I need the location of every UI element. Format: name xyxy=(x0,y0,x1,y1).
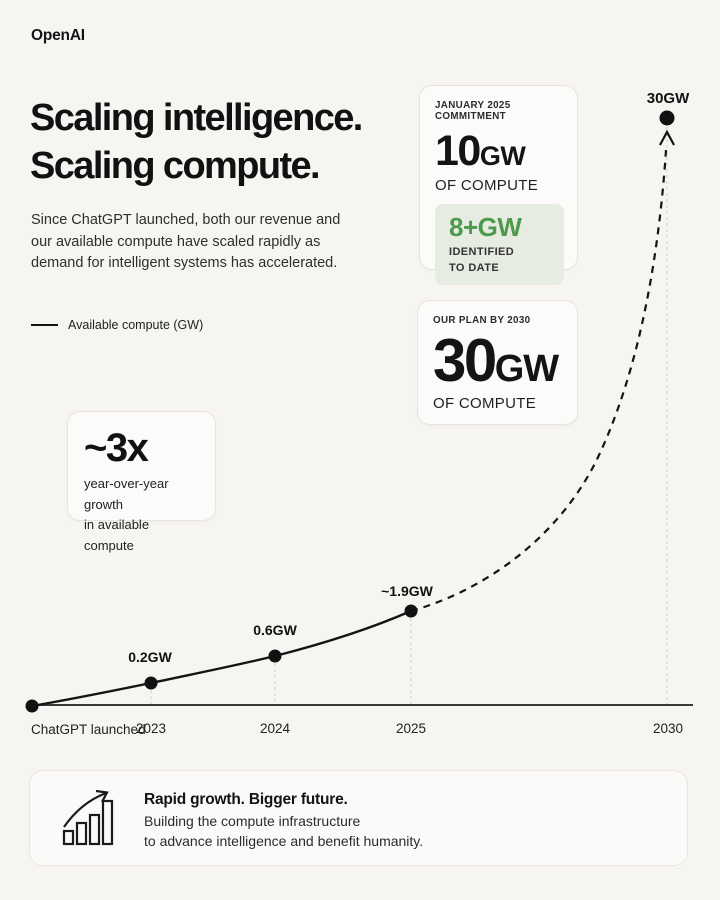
tick-2030: 2030 xyxy=(652,721,684,736)
gridlines xyxy=(150,127,668,704)
plan-value: 30 GW xyxy=(433,330,562,392)
footer-line2: to advance intelligence and benefit huma… xyxy=(144,833,424,849)
identified-caption-line2: TO DATE xyxy=(449,261,500,274)
identified-caption: IDENTIFIED TO DATE xyxy=(449,245,550,276)
tick-2024: 2024 xyxy=(259,721,291,736)
plan-caption: OF COMPUTE xyxy=(433,395,536,412)
value-label-2030: 30GW xyxy=(646,90,690,107)
actual-compute-line xyxy=(31,609,412,708)
arrowhead-icon xyxy=(659,129,675,146)
growth-caption: year-over-year growth in available compu… xyxy=(84,474,199,556)
openai-logo: OpenAI xyxy=(31,27,85,44)
tick-chatgpt-launched: ChatGPT launched xyxy=(31,722,146,737)
footer-title: Rapid growth. Bigger future. xyxy=(144,791,348,808)
commitment-number: 10 xyxy=(435,127,481,175)
data-points xyxy=(25,110,675,713)
plan-card: OUR PLAN BY 2030 30 GW OF COMPUTE xyxy=(417,300,578,425)
tick-2025: 2025 xyxy=(395,721,427,736)
value-label-2023: 0.2GW xyxy=(128,649,172,665)
growth-value: ~3x xyxy=(84,426,149,470)
commitment-eyebrow: JANUARY 2025 COMMITMENT xyxy=(435,100,511,122)
projected-compute-line xyxy=(410,149,668,613)
intro-paragraph: Since ChatGPT launched, both our revenue… xyxy=(31,212,341,271)
chart-legend: Available compute (GW) xyxy=(31,318,203,332)
bar-chart-growth-icon xyxy=(62,789,114,846)
growth-caption-line1: year-over-year growth xyxy=(84,476,169,512)
point-2023 xyxy=(144,676,158,690)
commitment-unit: GW xyxy=(479,141,526,171)
value-label-2025: ~1.9GW xyxy=(381,583,433,599)
point-2030 xyxy=(659,110,675,126)
tick-2023: 2023 xyxy=(135,721,167,736)
page-title-line2: Scaling compute. xyxy=(30,145,321,187)
point-2024 xyxy=(268,649,282,663)
growth-stat-card: ~3x year-over-year growth in available c… xyxy=(67,411,216,553)
growth-caption-line2: in available compute xyxy=(84,517,150,553)
point-chatgpt-launched xyxy=(25,699,39,713)
value-label-2024: 0.6GW xyxy=(253,622,297,638)
page-title-line1: Scaling intelligence. xyxy=(30,97,363,139)
identified-caption-line1: IDENTIFIED xyxy=(449,246,515,258)
commitment-caption: OF COMPUTE xyxy=(435,177,538,194)
identified-highlight-box: 8+GW IDENTIFIED TO DATE xyxy=(435,204,564,285)
commitment-card: JANUARY 2025 COMMITMENT 10 GW OF COMPUTE… xyxy=(419,85,578,285)
plan-eyebrow: OUR PLAN BY 2030 xyxy=(433,315,531,326)
identified-value: 8+GW xyxy=(449,212,522,242)
plan-number: 30 xyxy=(433,327,497,394)
footer-banner: Rapid growth. Bigger future. Building th… xyxy=(29,770,688,866)
page-title: Scaling intelligence. Scaling compute. xyxy=(30,94,363,190)
plan-unit: GW xyxy=(494,348,559,390)
line-swatch-icon xyxy=(31,324,58,326)
legend-label: Available compute (GW) xyxy=(68,318,204,332)
point-2025 xyxy=(404,604,418,618)
footer-text: Rapid growth. Bigger future. Building th… xyxy=(144,791,423,851)
compute-growth-chart xyxy=(25,110,693,713)
commitment-value: 10 GW xyxy=(435,128,562,174)
footer-line1: Building the compute infrastructure xyxy=(144,813,361,829)
